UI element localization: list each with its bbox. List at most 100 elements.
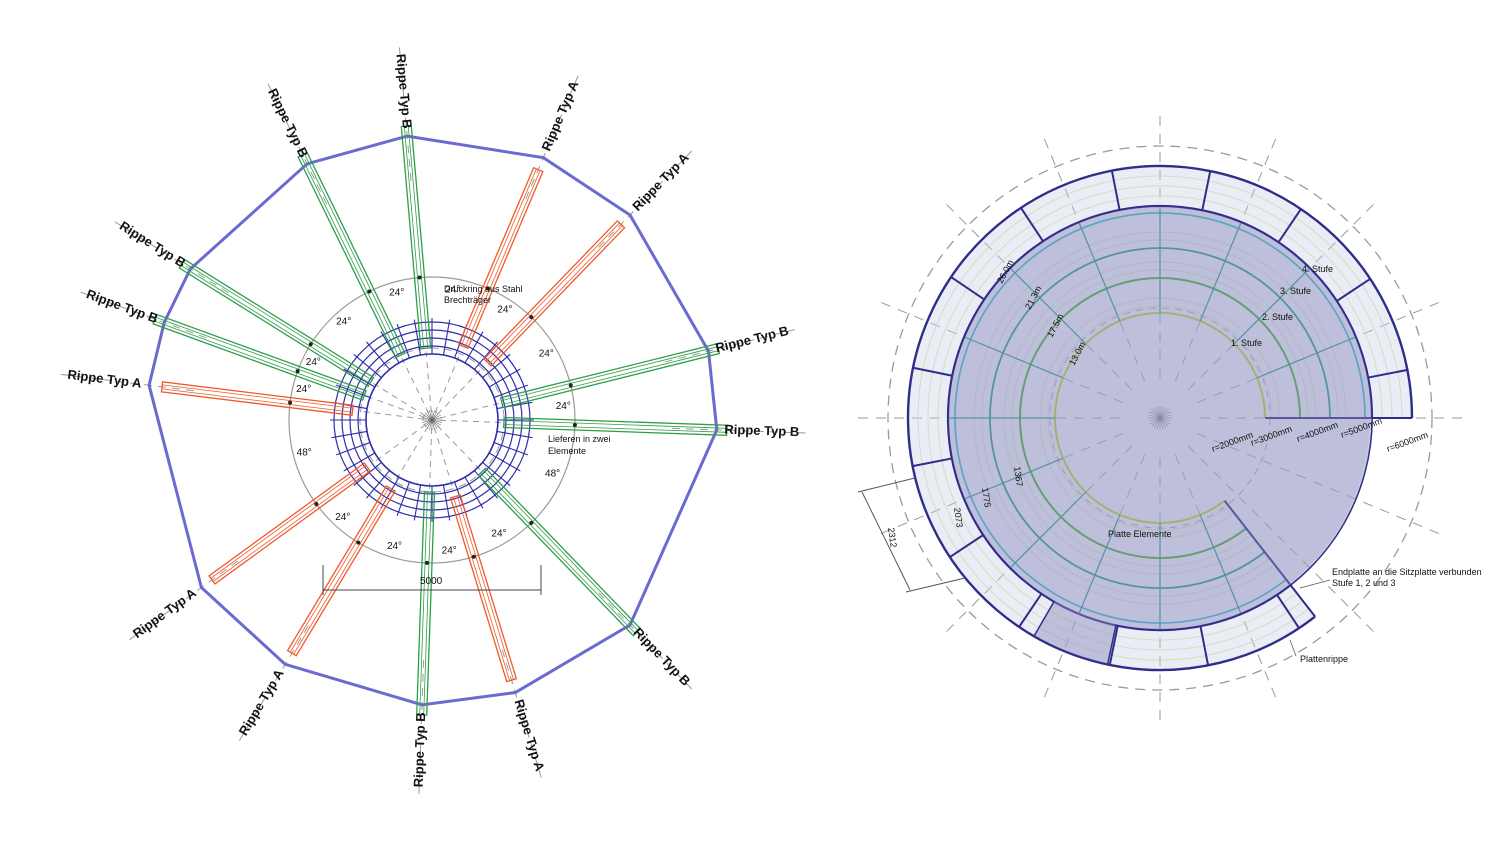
tier-offset-ring: [1047, 305, 1273, 531]
center-ray: [431, 417, 442, 421]
inner-guide-line: [372, 382, 426, 417]
radial-guide-line: [235, 625, 309, 746]
reference-node: [367, 289, 372, 294]
rib-web-line: [483, 470, 639, 632]
endplate-note-line1: Endplatte an die Sitzplatte verbunden: [1332, 567, 1482, 577]
center-ray: [1159, 409, 1169, 419]
rib-label: Rippe Typ A: [629, 149, 692, 213]
tier-3-label: 3. Stufe: [1280, 286, 1311, 296]
radial-guide-line: [598, 592, 697, 694]
rib-web-line: [304, 153, 403, 355]
center-ray: [431, 411, 438, 421]
tier-divider: [1256, 336, 1357, 379]
center-ray: [1159, 417, 1172, 422]
rib-type-a: [208, 462, 372, 585]
tier-divider: [1199, 221, 1242, 322]
rib-web-line: [155, 316, 366, 394]
center-ray: [1153, 417, 1161, 429]
angle-label: 24°: [389, 287, 404, 298]
rib-web-line: [423, 492, 432, 715]
center-ray: [1159, 406, 1164, 419]
radial-guide-line: [671, 427, 812, 434]
center-ray: [423, 419, 433, 426]
seating-tier-plan: [850, 108, 1470, 728]
rib-web-line: [502, 350, 719, 405]
hatched-plate-element: [947, 205, 1373, 666]
outer-segment-joint: [1108, 625, 1119, 666]
reference-node: [572, 422, 577, 427]
tier-offset-ring: [981, 239, 1339, 597]
reference-node: [356, 540, 361, 545]
angle-label: 24°: [556, 401, 571, 412]
rib-outline: [400, 124, 432, 350]
center-ray: [1153, 407, 1161, 419]
rib-label: Rippe Typ A: [67, 367, 143, 391]
rib-label: Rippe Typ A: [539, 78, 582, 153]
inner-guide-line: [400, 356, 429, 414]
rib-label: Rippe Typ B: [85, 286, 160, 326]
rib-outline: [457, 166, 544, 350]
rib-web-line: [485, 222, 620, 362]
tier-offset-ring: [1011, 269, 1309, 567]
dimension-5000: 5000: [420, 576, 443, 587]
dimension-tick: [905, 577, 966, 593]
ring-spoke: [335, 442, 371, 456]
rib-type-b: [297, 151, 406, 359]
reference-node: [425, 560, 430, 565]
outer-segment-joint: [1018, 593, 1043, 628]
tier-divider: [1233, 267, 1311, 345]
tier-offset-ring: [937, 195, 1383, 641]
ring-spoke: [464, 331, 484, 364]
center-ray: [424, 419, 433, 428]
ring-spoke: [482, 462, 511, 486]
rib-type-b: [178, 258, 375, 387]
rib-web-line: [182, 261, 373, 381]
outer-segment-joint: [1336, 278, 1371, 302]
rib-outline: [152, 313, 367, 401]
ring-spoke: [413, 484, 422, 521]
ring-spoke: [413, 319, 422, 356]
reference-node: [314, 502, 319, 507]
radial-guide-line: [54, 373, 194, 392]
radial-guide-line: [124, 560, 239, 644]
rib-web-line: [403, 126, 425, 349]
rib-label: Rippe Typ A: [511, 698, 547, 774]
tier-offset-ring: [973, 231, 1347, 605]
ring-spoke: [493, 384, 529, 398]
dim-2073: 2073: [952, 507, 965, 528]
leader-line: [1299, 579, 1331, 589]
end-plate-line: [1223, 500, 1316, 618]
rib-web-line: [501, 346, 718, 402]
center-ray: [426, 419, 433, 429]
rib-outline: [286, 485, 396, 657]
inner-guide-line: [425, 350, 432, 413]
ring-spoke: [396, 481, 410, 517]
rib-outline: [499, 342, 721, 409]
tier-4-label: 4. Stufe: [1302, 264, 1333, 274]
inner-guide-line: [366, 395, 425, 418]
rib-type-b: [152, 313, 367, 401]
center-ray: [431, 410, 435, 421]
center-ray: [1149, 411, 1161, 419]
reference-node: [295, 369, 300, 374]
rib-layout-plan: Rippe Typ B Rippe Typ A Rippe Typ A Rippe T…: [54, 41, 812, 800]
angle-label: 24°: [335, 512, 350, 523]
rib-web-line: [504, 420, 727, 429]
rib-web-line: [453, 496, 510, 681]
rib-web-line: [503, 424, 727, 433]
radial-guide-line: [664, 327, 801, 363]
rib-label: Rippe Typ B: [714, 323, 790, 356]
rib-label: Rippe Typ B: [411, 712, 429, 787]
deliver-note-line1: Lieferen in zwei: [548, 434, 611, 444]
center-ray: [422, 417, 433, 421]
center-ray: [431, 419, 438, 429]
center-ray: [431, 419, 440, 428]
center-ray: [1151, 417, 1161, 427]
center-ray: [1159, 417, 1169, 427]
outer-segment-joint: [1199, 625, 1210, 666]
tier-divider: [963, 457, 1064, 500]
outer-polygon-frame: [147, 134, 719, 707]
center-ray: [424, 412, 433, 421]
angle-label: 24°: [539, 349, 554, 360]
